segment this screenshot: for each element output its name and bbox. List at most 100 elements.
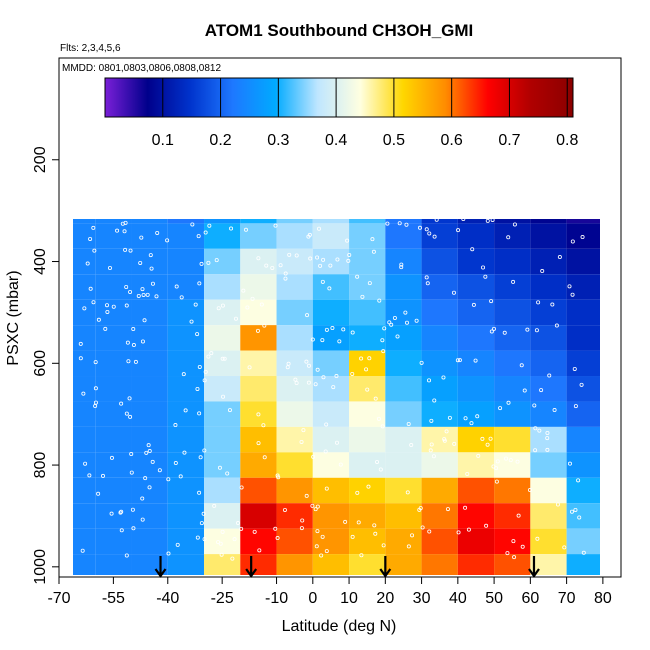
observation-point [212,503,217,508]
observation-point [252,529,257,534]
heatmap-cell [240,554,277,575]
observation-point [321,257,326,262]
observation-point [356,186,361,191]
observation-point [140,287,145,292]
observation-point [262,323,267,328]
heatmap-cell [167,219,205,224]
observation-point [356,520,361,525]
observation-point [490,217,495,222]
heatmap-cell [276,401,313,427]
y-tick-label: 400 [32,248,49,275]
heatmap-cell [457,219,495,224]
observation-point [343,519,348,524]
heatmap-cell [204,554,241,575]
observation-point [109,455,114,460]
observation-point [476,453,481,458]
observation-point [424,275,429,280]
observation-point [299,526,304,531]
colorbar [104,77,574,118]
observation-point [323,449,328,454]
heatmap-cell [73,223,96,249]
observation-point [195,332,200,337]
observation-point [127,396,132,401]
observation-point [83,461,88,466]
observation-point [157,468,162,473]
observation-point [179,295,184,300]
heatmap-cell [349,503,386,529]
observation-point [195,386,200,391]
heatmap-cell [240,452,277,478]
colorbar-tick-label: 0.4 [325,132,347,149]
heatmap-cell [95,528,132,555]
observation-point [522,388,527,393]
heatmap-cell [312,401,350,427]
heatmap-cell [530,223,567,249]
observation-point [397,221,402,226]
observation-point [304,493,309,498]
observation-point [581,550,586,555]
observation-point [87,473,92,478]
observation-point [441,171,446,176]
heatmap-cell [457,223,495,249]
observation-point [359,356,364,361]
colorbar-tick-label: 0.7 [498,132,520,149]
heatmap-cell [204,274,241,300]
observation-point [318,263,323,268]
observation-point [215,188,220,193]
heatmap-cell [131,248,168,275]
observation-point [480,436,485,441]
observation-point [125,340,130,345]
heatmap-cell [385,477,422,504]
observation-point [256,412,261,417]
observation-point [166,551,171,556]
observation-point [150,281,155,286]
heatmap-cell [566,426,600,453]
observation-point [404,320,409,325]
observation-point [165,238,170,243]
observation-point [579,382,584,387]
observation-point [320,279,325,284]
observation-point [274,200,279,205]
heatmap-cell [494,554,531,575]
observation-point [414,318,419,323]
observation-point [305,313,310,318]
observation-point [471,302,476,307]
observation-point [378,467,383,472]
y-tick-label: 200 [32,146,49,173]
heatmap-cell [457,299,495,326]
observation-point [399,262,404,267]
observation-point [88,236,93,241]
heatmap-cell [276,376,313,402]
observation-point [131,526,136,531]
observation-point [197,364,202,369]
heatmap-cell [73,554,96,575]
observation-point [455,358,460,363]
observation-point [470,247,475,252]
heatmap-cell [457,248,495,275]
observation-point [189,319,194,324]
observation-point [175,542,180,547]
observation-point [557,255,562,260]
heatmap-cell [95,350,132,377]
heatmap-cell [421,223,458,249]
observation-point [550,211,555,216]
observation-point [124,284,129,289]
heatmap-cell [95,219,132,224]
heatmap-cell [95,401,132,427]
observation-point [112,214,117,219]
observation-point [547,373,552,378]
observation-point [315,504,320,509]
observation-point [131,343,136,348]
observation-point [331,385,336,390]
observation-point [570,239,575,244]
observation-point [128,414,133,419]
observation-point [136,293,141,298]
observation-point [419,360,424,365]
observation-point [82,306,87,311]
heatmap-cell [566,452,600,478]
observation-point [456,530,461,535]
observation-point [370,237,375,242]
observation-point [221,394,226,399]
observation-point [387,320,392,325]
observation-point [259,302,264,307]
